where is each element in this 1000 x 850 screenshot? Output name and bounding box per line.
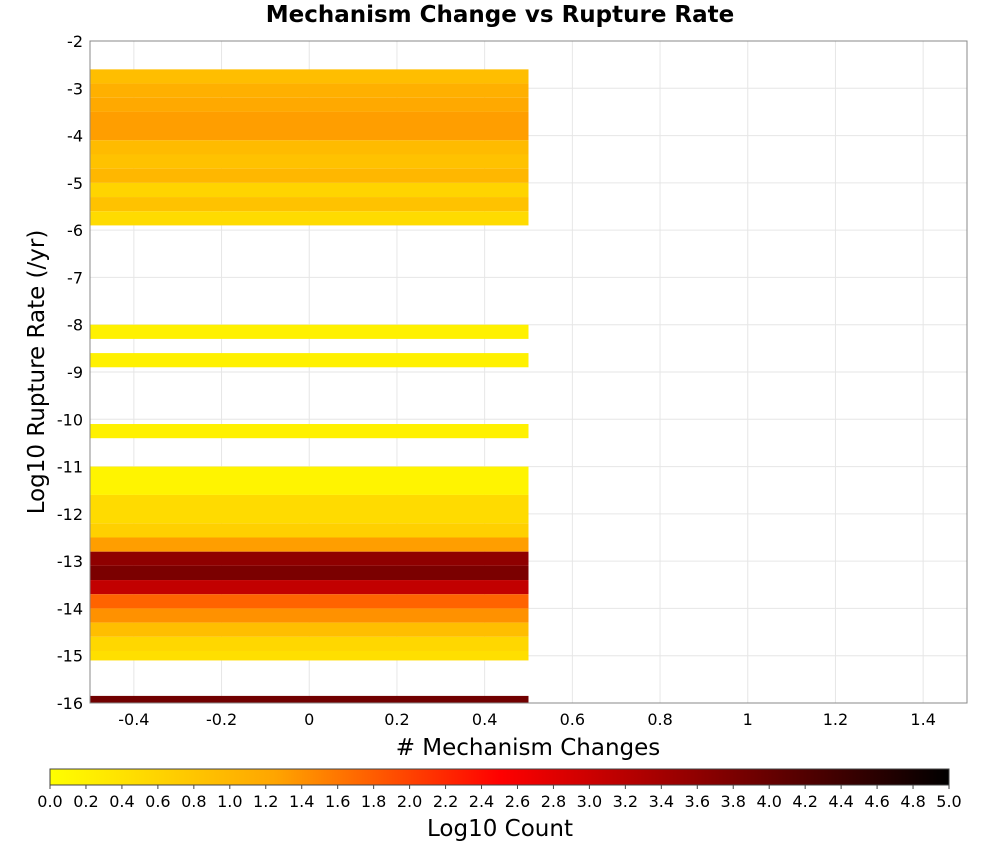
colorbar-tick-label: 1.2	[253, 792, 278, 811]
heatmap-cell	[90, 353, 529, 368]
heatmap-cell	[90, 111, 529, 141]
colorbar-tick-label: 4.8	[900, 792, 925, 811]
colorbar-tick-label: 1.6	[325, 792, 350, 811]
heatmap-cell	[90, 424, 529, 439]
heatmap-cell	[90, 140, 529, 155]
colorbar-tick-label: 5.0	[936, 792, 961, 811]
colorbar-tick-label: 4.6	[864, 792, 889, 811]
colorbar-tick-label: 1.8	[361, 792, 386, 811]
x-tick-label: 1.4	[910, 710, 935, 729]
heatmap-cells	[90, 69, 529, 703]
colorbar-tick-label: 0.6	[145, 792, 170, 811]
x-tick-label: 1	[743, 710, 753, 729]
colorbar-tick-label: 4.2	[792, 792, 817, 811]
heatmap-cell	[90, 211, 529, 226]
y-tick-label: -2	[67, 32, 83, 51]
colorbar-tick-label: 1.0	[217, 792, 242, 811]
colorbar-tick-label: 1.4	[289, 792, 314, 811]
y-tick-label: -14	[57, 599, 83, 618]
x-tick-label: -0.2	[206, 710, 237, 729]
y-tick-label: -16	[57, 694, 83, 713]
x-tick-label: -0.4	[118, 710, 149, 729]
heatmap-cell	[90, 83, 529, 98]
y-tick-label: -8	[67, 316, 83, 335]
colorbar-tick-label: 2.6	[505, 792, 530, 811]
colorbar-tick-label: 2.0	[397, 792, 422, 811]
x-tick-label: 0.8	[647, 710, 672, 729]
x-axis-title: # Mechanism Changes	[396, 735, 661, 761]
y-tick-label: -11	[57, 458, 83, 477]
colorbar-tick-label: 3.4	[649, 792, 674, 811]
heatmap-cell	[90, 537, 529, 552]
chart-title: Mechanism Change vs Rupture Rate	[265, 2, 735, 28]
heatmap-cell	[90, 324, 529, 339]
colorbar	[49, 768, 950, 786]
heatmap-cell	[90, 97, 529, 112]
x-tick-label: 0.6	[560, 710, 585, 729]
heatmap-cell	[90, 523, 529, 538]
heatmap-cell	[90, 580, 529, 595]
colorbar-tick-label: 4.0	[756, 792, 781, 811]
heatmap-cell	[90, 466, 529, 495]
colorbar-tick-label: 2.4	[469, 792, 494, 811]
colorbar-tick-label: 3.8	[721, 792, 746, 811]
heatmap-cell	[90, 636, 529, 651]
colorbar-tick-label: 0.2	[73, 792, 98, 811]
heatmap-cell	[90, 551, 529, 566]
colorbar-title: Log10 Count	[427, 816, 573, 842]
heatmap-cell	[90, 650, 529, 661]
heatmap-cell	[90, 69, 529, 84]
heatmap-cell	[90, 608, 529, 623]
colorbar-tick-label: 0.8	[181, 792, 206, 811]
heatmap-cell	[90, 154, 529, 169]
y-tick-label: -10	[57, 410, 83, 429]
plot-frame	[89, 40, 968, 704]
y-tick-label: -15	[57, 647, 83, 666]
colorbar-tick-label: 3.0	[577, 792, 602, 811]
y-axis-ticks: -2 -3 -4 -5 -6 -7 -8 -9 -10 -11 -12 -13 -14 -15 -16	[57, 32, 83, 713]
heatmap-cell	[90, 494, 529, 524]
y-tick-label: -7	[67, 268, 83, 287]
y-tick-label: -13	[57, 552, 83, 571]
y-tick-label: -5	[67, 174, 83, 193]
heatmap-cell	[90, 182, 529, 198]
colorbar-ticks: 0.0 0.2 0.4 0.6 0.8 1.0 1.2 1.4 1.6 1.8 2.0 2.2 2.4 2…	[37, 785, 962, 811]
heatmap-cell	[90, 695, 529, 703]
colorbar-tick-label: 0.0	[37, 792, 62, 811]
x-axis-ticks: -0.4 -0.2 0 0.2 0.4 0.6 0.8 1 1.2 1.4	[118, 710, 936, 729]
heatmap-cell	[90, 565, 529, 581]
colorbar-tick-label: 2.2	[433, 792, 458, 811]
colorbar-tick-label: 0.4	[109, 792, 134, 811]
x-tick-label: 0	[304, 710, 314, 729]
x-tick-label: 0.2	[384, 710, 409, 729]
colorbar-tick-label: 4.4	[828, 792, 853, 811]
y-tick-label: -9	[67, 363, 83, 382]
heatmap-cell	[90, 197, 529, 212]
heatmap-cell	[90, 622, 529, 637]
y-tick-label: -6	[67, 221, 83, 240]
x-tick-label: 0.4	[472, 710, 497, 729]
y-tick-label: -12	[57, 505, 83, 524]
heatmap-cell	[90, 594, 529, 609]
x-tick-label: 1.2	[823, 710, 848, 729]
colorbar-tick-label: 3.2	[613, 792, 638, 811]
y-tick-label: -4	[67, 127, 83, 146]
y-axis-title: Log10 Rupture Rate (/yr)	[24, 230, 50, 515]
heatmap-cell	[90, 168, 529, 183]
colorbar-tick-label: 2.8	[541, 792, 566, 811]
y-tick-label: -3	[67, 79, 83, 98]
colorbar-tick-label: 3.6	[685, 792, 710, 811]
